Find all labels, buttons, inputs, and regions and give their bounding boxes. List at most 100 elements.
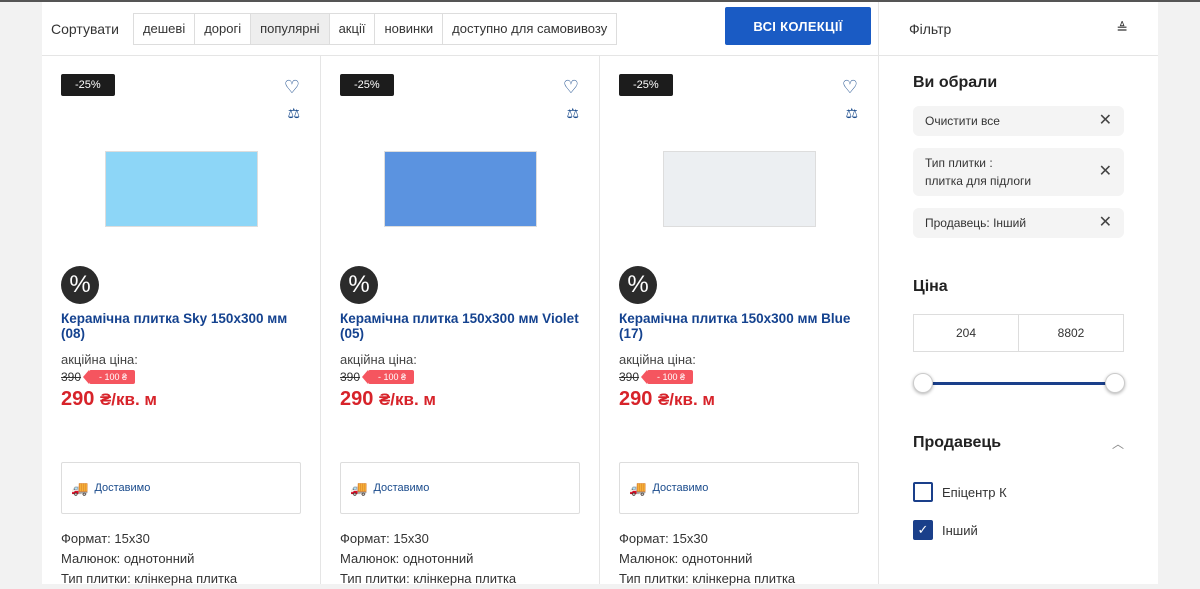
product-specs: Формат: 15х30 Малюнок: однотонний Тип плит… [61,529,237,589]
spec-line: Тип плитки: клінкерна плитка [340,571,517,586]
price-unit: ₴/кв. м [657,390,715,409]
chip-label: Продавець: Інший [925,216,1027,230]
product-card[interactable]: -25% ♡ ⚖ % Керамічна плитка Sky 150х300 … [42,56,321,586]
product-specs: Формат: 15х30 Малюнок: однотонний Тип плит… [619,529,795,589]
price: 290 ₴/кв. м [619,388,715,411]
delivery-label: Доставимо [652,482,709,494]
seller-section-header[interactable]: Продавець ︿ [913,434,1124,452]
price-value: 290 [61,388,95,410]
heart-icon[interactable]: ♡ [283,77,300,97]
close-icon[interactable]: ✕ [1098,214,1112,231]
spec-line: Формат: 15х30 [61,531,150,546]
price-label: акційна ціна: [619,352,696,367]
seller-title: Продавець [913,434,1002,451]
close-icon[interactable]: ✕ [1098,163,1112,180]
compare-icon[interactable]: ⚖ [845,105,858,121]
chip-label: Тип плитки : плитка для підлоги [925,156,1032,188]
percent-icon: % [619,266,657,304]
price-slider[interactable] [913,372,1125,394]
price: 290 ₴/кв. м [340,388,436,411]
filter-title: Фільтр [909,20,952,37]
spec-line: Малюнок: однотонний [340,551,474,566]
slider-min-handle[interactable] [913,373,933,393]
percent-icon: % [61,266,99,304]
filter-panel: Фільтр ≜ Ви обрали Очистити все ✕ Тип плит… [878,2,1158,584]
old-price: 390 [619,370,640,384]
product-card[interactable]: -25% ♡ ⚖ % Керамічна плитка 150х300 мм V… [321,56,600,586]
price-unit: ₴/кв. м [378,390,436,409]
delivery-label: Доставимо [373,482,430,494]
sort-bar: Сортувати дешеві дорогі популярні акції нови… [42,2,878,56]
sort-option[interactable]: дорогі [195,13,252,44]
selected-filter-chip[interactable]: Тип плитки : плитка для підлоги ✕ [913,148,1124,196]
sort-option[interactable]: популярні [251,13,330,44]
compare-icon[interactable]: ⚖ [287,105,300,121]
price-unit: ₴/кв. м [99,390,157,409]
percent-icon: % [340,266,378,304]
discount-tag: - 100 ₴ [362,370,415,384]
seller-checkbox[interactable]: ✓ Інший [913,520,1124,540]
main-content: Сортувати дешеві дорогі популярні акції нови… [42,2,878,586]
heart-icon[interactable]: ♡ [562,77,579,97]
slider-max-handle[interactable] [1105,373,1125,393]
sort-option[interactable]: доступно для самовивозу [452,20,608,36]
chip-label: Очистити все [925,114,1000,128]
product-title[interactable]: Керамічна плитка Sky 150х300 мм (08) [61,311,288,341]
sort-option[interactable]: дешеві [134,13,196,44]
selected-title: Ви обрали [913,74,998,91]
discount-tag: - 100 ₴ [83,370,136,384]
collapse-icon[interactable]: ≜ [1116,20,1128,36]
sort-options: дешеві дорогі популярні акції новинки доступн… [132,12,618,45]
spec-line: Тип плитки: клінкерна плитка [61,571,238,586]
selected-filter-chip[interactable]: Очистити все ✕ [913,106,1124,136]
delivery-box: 🚚 Доставимо [340,462,580,514]
seller-label: Епіцентр К [942,484,1007,500]
price-min-input[interactable]: 204 [914,315,1019,351]
spec-line: Малюнок: однотонний [61,551,195,566]
price-value: 290 [619,388,653,410]
price-label: акційна ціна: [61,352,138,367]
discount-badge: -25% [340,74,394,96]
product-title[interactable]: Керамічна плитка 150х300 мм Blue (17) [619,311,851,341]
close-icon[interactable]: ✕ [1098,112,1112,129]
product-title[interactable]: Керамічна плитка 150х300 мм Violet (05) [340,311,579,341]
sort-option[interactable]: новинки [375,13,444,44]
old-price: 390 [340,370,361,384]
old-price: 390 [61,370,82,384]
delivery-box: 🚚 Доставимо [61,462,301,514]
checkmark-icon[interactable]: ✓ [913,520,933,540]
spec-line: Тип плитки: клінкерна плитка [619,571,796,586]
product-grid: -25% ♡ ⚖ % Керамічна плитка Sky 150х300 … [42,56,878,586]
price-max-input[interactable]: 8802 [1057,326,1085,340]
truck-icon: 🚚 [71,479,89,496]
truck-icon: 🚚 [629,479,647,496]
selected-filter-chip[interactable]: Продавець: Інший ✕ [913,208,1124,238]
price-value: 290 [340,388,374,410]
chevron-up-icon[interactable]: ︿ [1111,436,1124,451]
product-image[interactable] [663,151,816,227]
product-specs: Формат: 15х30 Малюнок: однотонний Тип плит… [340,529,516,589]
product-card[interactable]: -25% ♡ ⚖ % Керамічна плитка 150х300 мм B… [600,56,878,586]
sort-label: Сортувати [51,20,119,37]
delivery-box: 🚚 Доставимо [619,462,859,514]
spec-line: Малюнок: однотонний [619,551,753,566]
truck-icon: 🚚 [350,479,368,496]
heart-icon[interactable]: ♡ [841,77,858,97]
price-label: акційна ціна: [340,352,417,367]
price-title: Ціна [913,278,948,295]
slider-track [921,382,1116,385]
spec-line: Формат: 15х30 [340,531,429,546]
delivery-label: Доставимо [94,482,151,494]
filter-header[interactable]: Фільтр ≜ [879,2,1158,56]
sort-option[interactable]: акції [330,13,376,44]
checkbox-icon[interactable] [913,482,933,502]
spec-line: Формат: 15х30 [619,531,708,546]
discount-tag: - 100 ₴ [641,370,694,384]
seller-checkbox[interactable]: Епіцентр К [913,482,1124,502]
seller-label: Інший [942,522,978,538]
discount-badge: -25% [619,74,673,96]
product-image[interactable] [384,151,537,227]
compare-icon[interactable]: ⚖ [566,105,579,121]
product-image[interactable] [105,151,258,227]
all-collections-button[interactable]: ВСІ КОЛЕКЦІЇ [725,7,871,45]
